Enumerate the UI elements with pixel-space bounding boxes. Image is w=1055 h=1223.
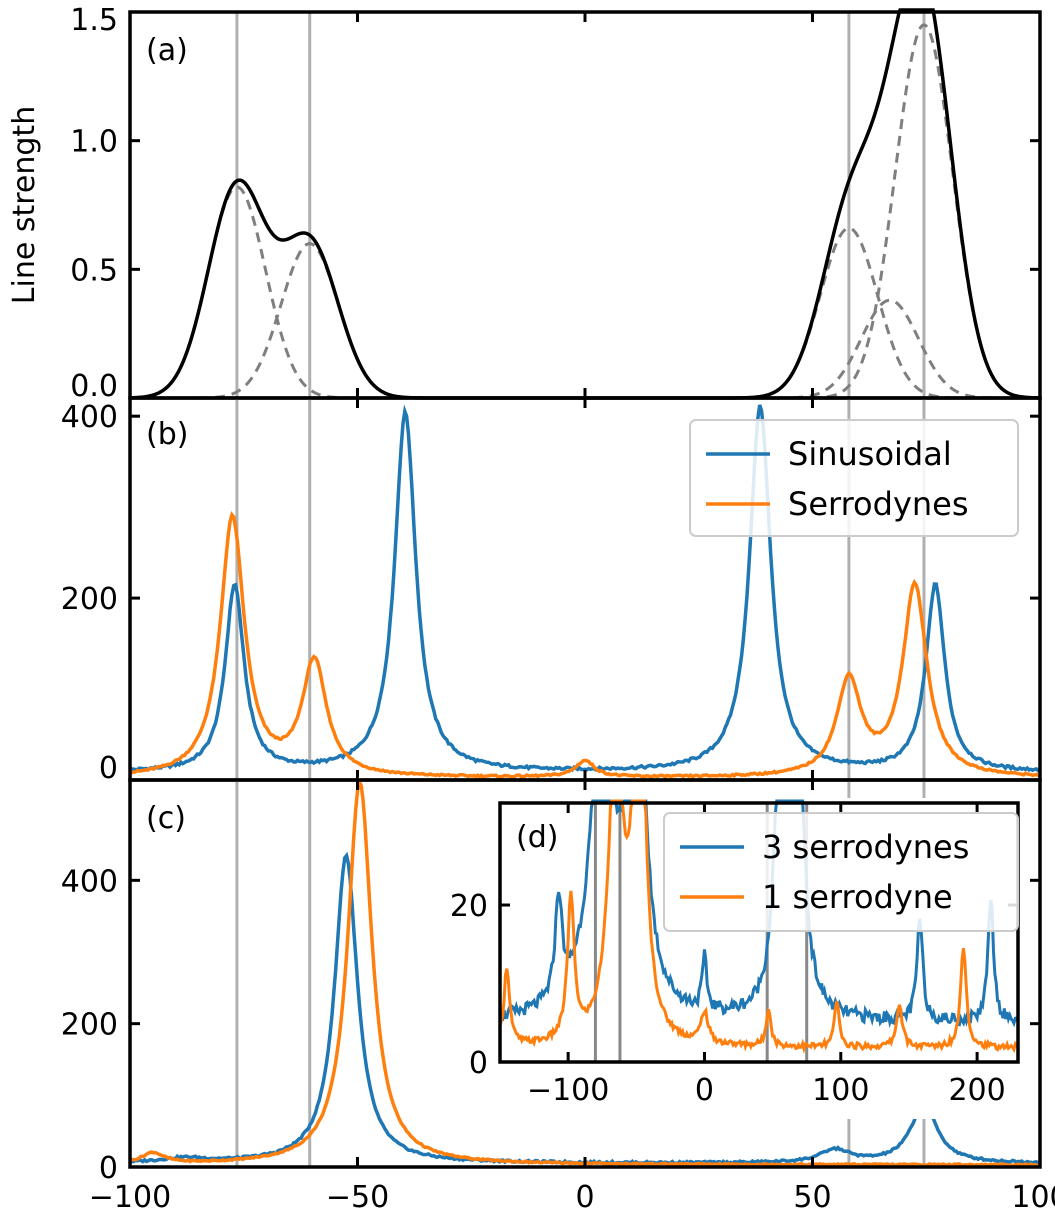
legend-box <box>689 419 1019 537</box>
y-axis-title: Line strength <box>7 106 42 304</box>
y-tick-label: 0 <box>469 1046 488 1081</box>
x-tick-label: −50 <box>326 1180 389 1215</box>
panel-a: 0.0 0.5 1.0 1.5 (a) Line strength <box>7 3 1042 404</box>
legend-box <box>663 812 1019 932</box>
inset-series-line-3-serrodynes <box>498 799 1020 1029</box>
component-curve <box>130 298 1040 400</box>
y-tick-label: 400 <box>61 400 118 435</box>
legend-label: Sinusoidal <box>788 435 952 473</box>
panel-label: (a) <box>146 33 188 68</box>
x-tick-label: 50 <box>793 1180 831 1215</box>
y-tick-label: 0.0 <box>70 369 118 404</box>
x-tick-label: 0 <box>575 1180 594 1215</box>
y-tick-label: 1.5 <box>70 3 118 38</box>
panel-b: 0 200 400 (b) Sinusoidal Serrodynes <box>61 396 1042 786</box>
panel-label: (c) <box>146 801 186 836</box>
y-tick-label: 0.5 <box>70 253 118 288</box>
y-tick-label: 1.0 <box>70 125 118 160</box>
legend-label: 1 serrodyne <box>762 878 953 916</box>
panel-d-inset: 0 20 −100 0 100 200 (d) 3 serrodynes 1 serrodyne <box>430 798 1028 1119</box>
panel-label: (d) <box>516 820 558 855</box>
series-line-sinusoidal <box>128 404 1041 773</box>
x-tick-label: −100 <box>89 1180 171 1215</box>
axes-frame <box>128 10 1042 400</box>
y-tick-label: 200 <box>61 1008 118 1043</box>
legend-label: 3 serrodynes <box>762 828 969 866</box>
y-tick-label: 200 <box>61 582 118 617</box>
y-tick-label: 0 <box>99 1151 118 1186</box>
x-tick-label: 100 <box>1011 1180 1055 1215</box>
x-tick-label: 100 <box>812 1073 869 1108</box>
x-tick-label: 0 <box>695 1073 714 1108</box>
axes-frame <box>498 801 1020 1064</box>
y-tick-label: 400 <box>61 864 118 899</box>
x-tick-label: −100 <box>527 1073 609 1108</box>
legend-label: Serrodynes <box>788 485 969 523</box>
component-curve <box>130 23 1041 400</box>
component-curve <box>129 185 1040 400</box>
series-line-serrodynes <box>129 511 1041 780</box>
panel-label: (b) <box>146 417 188 452</box>
y-tick-label: 0 <box>99 751 118 786</box>
x-tick-label: 200 <box>948 1073 1005 1108</box>
y-tick-label: 20 <box>450 889 488 924</box>
line-strength-curve <box>129 8 1041 400</box>
component-curve <box>130 242 1040 400</box>
inset-series-line-1-serrodyne <box>498 799 1019 1055</box>
component-curve <box>130 226 1040 400</box>
